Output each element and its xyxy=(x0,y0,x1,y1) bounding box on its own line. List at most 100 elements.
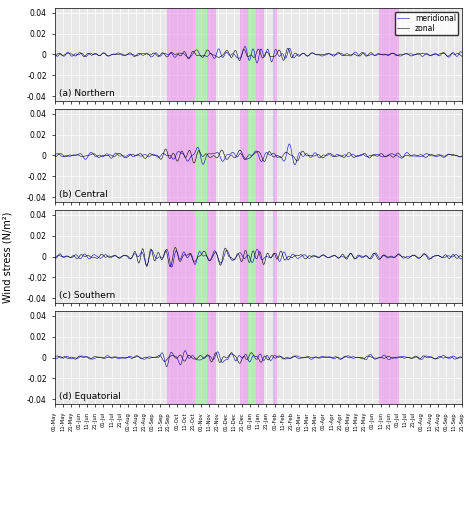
Line: meridional: meridional xyxy=(55,351,462,367)
meridional xyxy=(459,50,465,56)
Bar xyxy=(240,8,248,101)
Bar xyxy=(379,109,399,202)
meridional xyxy=(367,152,373,159)
meridional xyxy=(459,152,465,159)
meridional xyxy=(384,153,390,159)
Bar xyxy=(207,210,216,303)
zonal xyxy=(224,47,229,54)
Line: zonal: zonal xyxy=(55,247,462,267)
Bar xyxy=(256,109,264,202)
meridional xyxy=(384,355,390,361)
Line: meridional: meridional xyxy=(55,249,462,267)
meridional xyxy=(224,152,229,158)
zonal xyxy=(237,58,242,64)
zonal xyxy=(334,153,340,159)
meridional xyxy=(52,152,57,159)
zonal xyxy=(367,50,373,56)
zonal xyxy=(384,52,390,58)
meridional xyxy=(384,52,390,58)
Text: (a) Northern: (a) Northern xyxy=(59,89,114,97)
zonal xyxy=(191,160,197,166)
Bar xyxy=(166,109,195,202)
zonal xyxy=(334,354,340,360)
Bar xyxy=(248,311,256,404)
Bar xyxy=(379,210,399,303)
zonal xyxy=(384,354,390,360)
Legend: meridional, zonal: meridional, zonal xyxy=(395,11,458,35)
Bar xyxy=(207,311,216,404)
Bar xyxy=(273,109,277,202)
Bar xyxy=(166,8,195,101)
meridional xyxy=(334,254,340,260)
Bar xyxy=(256,210,264,303)
zonal xyxy=(163,146,169,152)
Bar xyxy=(240,210,248,303)
Bar xyxy=(195,210,208,303)
meridional xyxy=(280,50,286,57)
meridional xyxy=(280,250,286,256)
Bar xyxy=(166,311,195,404)
zonal xyxy=(224,355,229,361)
zonal xyxy=(459,254,465,260)
meridional xyxy=(242,43,248,49)
zonal xyxy=(280,252,286,259)
meridional xyxy=(169,51,175,57)
meridional xyxy=(171,256,177,262)
meridional xyxy=(292,162,298,168)
meridional xyxy=(334,151,340,158)
meridional xyxy=(367,52,373,58)
meridional xyxy=(334,354,340,360)
Bar xyxy=(248,109,256,202)
zonal xyxy=(285,45,291,52)
meridional xyxy=(280,354,286,360)
zonal xyxy=(459,354,465,360)
meridional xyxy=(278,154,284,160)
Bar xyxy=(166,210,195,303)
meridional xyxy=(164,246,170,252)
meridional xyxy=(367,351,373,357)
zonal xyxy=(384,153,390,160)
Bar xyxy=(240,311,248,404)
meridional xyxy=(224,49,229,55)
zonal xyxy=(279,54,285,60)
meridional xyxy=(52,355,57,361)
meridional xyxy=(254,60,260,66)
zonal xyxy=(169,352,175,358)
meridional xyxy=(52,255,57,262)
meridional xyxy=(226,249,231,255)
zonal xyxy=(367,154,373,161)
zonal xyxy=(334,50,340,56)
Text: (c) Southern: (c) Southern xyxy=(59,290,115,300)
zonal xyxy=(280,356,286,362)
zonal xyxy=(459,53,465,59)
Bar xyxy=(379,8,399,101)
zonal xyxy=(384,253,390,260)
Bar xyxy=(248,8,256,101)
zonal xyxy=(334,254,340,261)
meridional xyxy=(384,255,390,261)
Bar xyxy=(273,210,277,303)
Bar xyxy=(379,311,399,404)
Line: meridional: meridional xyxy=(55,144,462,165)
Line: zonal: zonal xyxy=(55,48,462,61)
zonal xyxy=(52,53,57,59)
Bar xyxy=(195,109,208,202)
zonal xyxy=(52,154,57,160)
Bar xyxy=(256,8,264,101)
Bar xyxy=(207,109,216,202)
zonal xyxy=(52,254,57,260)
Text: (b) Central: (b) Central xyxy=(59,190,107,198)
Bar xyxy=(240,109,248,202)
Bar xyxy=(248,210,256,303)
meridional xyxy=(169,264,174,270)
zonal xyxy=(170,150,176,157)
meridional xyxy=(286,141,292,147)
Bar xyxy=(195,8,208,101)
Bar xyxy=(207,8,216,101)
meridional xyxy=(164,364,170,370)
zonal xyxy=(52,354,57,360)
zonal xyxy=(459,153,465,160)
meridional xyxy=(182,348,188,354)
Line: zonal: zonal xyxy=(55,149,462,163)
meridional xyxy=(170,351,176,357)
